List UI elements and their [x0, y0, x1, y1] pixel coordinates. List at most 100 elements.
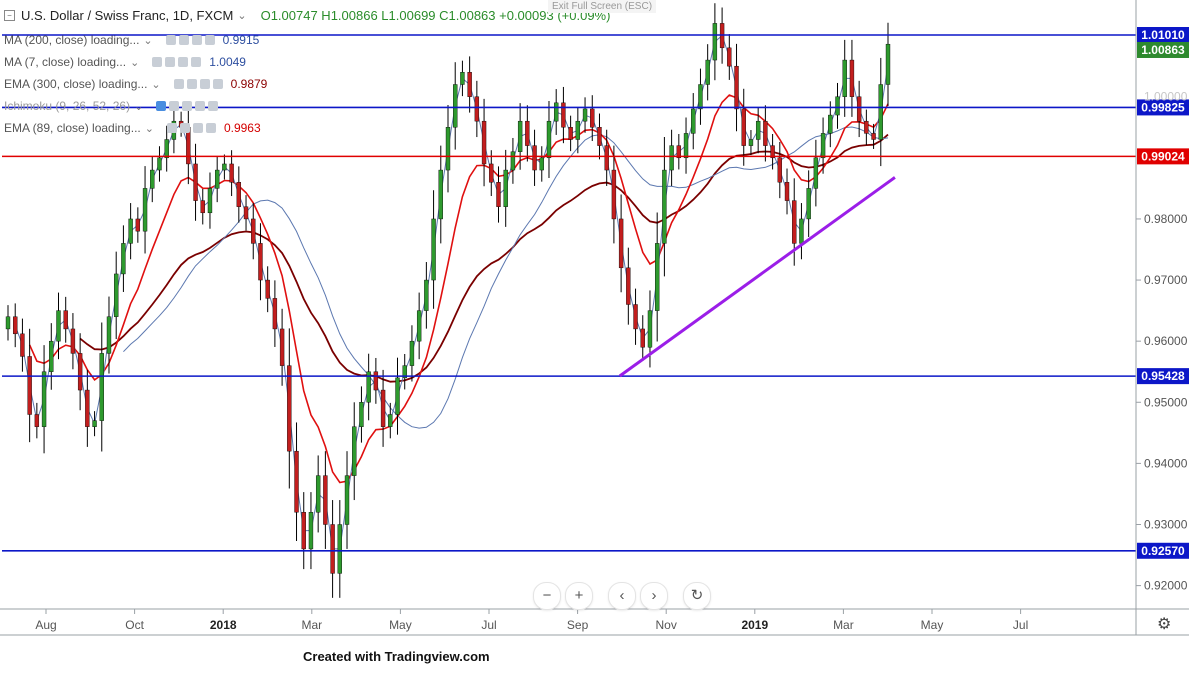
settings-icon[interactable] [178, 35, 189, 45]
close-icon[interactable] [208, 101, 219, 111]
collapse-icon[interactable]: − [4, 9, 15, 21]
indicator-controls[interactable] [149, 57, 202, 67]
plus-icon[interactable] [191, 35, 202, 45]
indicator-row-ichimoku[interactable]: Ichimoku (9, 26, 52, 26) ⌄ [4, 97, 219, 115]
exit-fullscreen-button[interactable]: Exit Full Screen (ESC) [548, 0, 657, 13]
level-price-label: 1.01010 [1141, 28, 1185, 42]
candle-down [640, 328, 645, 348]
close-icon[interactable] [204, 35, 215, 45]
settings-icon[interactable] [165, 57, 176, 67]
close-icon[interactable] [212, 79, 223, 89]
indicator-value: 0.9915 [222, 33, 260, 47]
zoom-out-button[interactable]: − [533, 582, 561, 610]
indicator-row-ma7[interactable]: MA (7, close) loading... ⌄ 1.0049 [4, 53, 246, 71]
candle-down [532, 145, 537, 171]
candle-up [214, 169, 220, 189]
scroll-right-button[interactable]: › [640, 582, 668, 610]
x-tick-label: Aug [35, 618, 56, 632]
candle-up [662, 169, 667, 244]
x-tick-label: 2018 [210, 618, 237, 632]
chevron-down-icon[interactable]: ⌄ [130, 56, 140, 69]
candle-down [727, 47, 732, 67]
indicator-row-ema300[interactable]: EMA (300, close) loading... ⌄ 0.9879 [4, 75, 267, 93]
indicator-name: EMA (89, close) loading... [4, 121, 141, 135]
candle-up [546, 120, 552, 159]
candle-up [308, 512, 314, 550]
reset-chart-button[interactable]: ↻ [683, 582, 711, 610]
candle-down [258, 243, 263, 281]
candle-down [849, 59, 855, 97]
chevron-down-icon[interactable]: ⌄ [237, 9, 247, 22]
candle-up [517, 120, 523, 152]
plus-icon[interactable] [192, 123, 203, 133]
candle-down [864, 120, 869, 134]
eye-icon[interactable] [165, 35, 176, 45]
gear-icon[interactable]: ⚙ [1157, 616, 1172, 633]
candle-down [20, 333, 25, 357]
last-price-tag [1137, 41, 1189, 58]
candle-down [489, 163, 494, 183]
y-tick-label: 0.97000 [1144, 273, 1188, 287]
indicator-controls[interactable] [153, 101, 219, 111]
level-price-tag [1137, 27, 1189, 43]
candle-up [424, 279, 429, 311]
braces-icon[interactable] [182, 101, 193, 111]
chevron-down-icon[interactable]: ⌄ [144, 122, 154, 135]
eye-icon[interactable] [152, 57, 163, 67]
indicator-row-ema89[interactable]: EMA (89, close) loading... ⌄ 0.9963 [4, 119, 261, 137]
x-tick-label: Oct [125, 618, 144, 632]
candle-up [878, 84, 883, 140]
chevron-down-icon[interactable]: ⌄ [134, 100, 144, 113]
close-icon[interactable] [205, 123, 216, 133]
candle-down [676, 145, 682, 159]
horizontal-levels[interactable]: 1.01010 0.99825 0.99024 0.95428 0.92570 1.008… [2, 27, 1189, 559]
candle-up [49, 340, 54, 372]
candle-down [770, 145, 775, 159]
trendline[interactable] [618, 176, 896, 378]
ma-200-line [123, 126, 889, 429]
eye-icon[interactable] [173, 79, 184, 89]
indicator-name: EMA (300, close) loading... [4, 77, 148, 91]
indicator-controls[interactable] [164, 123, 216, 133]
plus-icon[interactable] [178, 57, 189, 67]
plus-icon[interactable] [195, 101, 206, 111]
level-price-tag [1137, 99, 1189, 116]
x-tick-label: Nov [656, 618, 677, 632]
indicator-controls[interactable] [163, 35, 215, 45]
close-icon[interactable] [191, 57, 202, 67]
candle-down [871, 133, 876, 140]
symbol-title[interactable]: U.S. Dollar / Swiss Franc, 1D, FXCM [21, 7, 234, 23]
candle-down [200, 200, 205, 214]
candle-down [287, 365, 292, 452]
x-tick-label: May [389, 618, 412, 632]
candle-up [755, 120, 761, 140]
candle-down [85, 389, 90, 427]
settings-icon[interactable] [179, 123, 190, 133]
eye-icon[interactable] [166, 123, 177, 133]
indicator-name: MA (7, close) loading... [4, 55, 127, 69]
indicator-controls[interactable] [171, 79, 223, 89]
chevron-down-icon[interactable]: ⌄ [151, 78, 161, 91]
candle-down [777, 157, 782, 183]
candle-up [654, 243, 660, 311]
candle-up [106, 316, 112, 354]
scroll-left-button[interactable]: ‹ [608, 582, 636, 610]
chevron-down-icon[interactable]: ⌄ [143, 34, 153, 47]
plus-icon[interactable] [199, 79, 210, 89]
candle-up [539, 157, 544, 171]
y-tick-label: 0.92000 [1144, 579, 1188, 593]
candle-down [193, 163, 198, 201]
x-tick-label: Jul [1013, 618, 1028, 632]
candle-down [34, 414, 40, 427]
zoom-in-button[interactable]: + [565, 582, 593, 610]
settings-icon[interactable] [186, 79, 197, 89]
eye-icon[interactable] [156, 101, 167, 111]
candle-up [142, 188, 148, 232]
candle-up [359, 402, 364, 427]
candle-down [236, 182, 242, 207]
indicator-row-ma200[interactable]: MA (200, close) loading... ⌄ 0.9915 [4, 31, 259, 49]
candle-down [741, 108, 746, 146]
candle-down [784, 182, 790, 201]
settings-icon[interactable] [169, 101, 180, 111]
